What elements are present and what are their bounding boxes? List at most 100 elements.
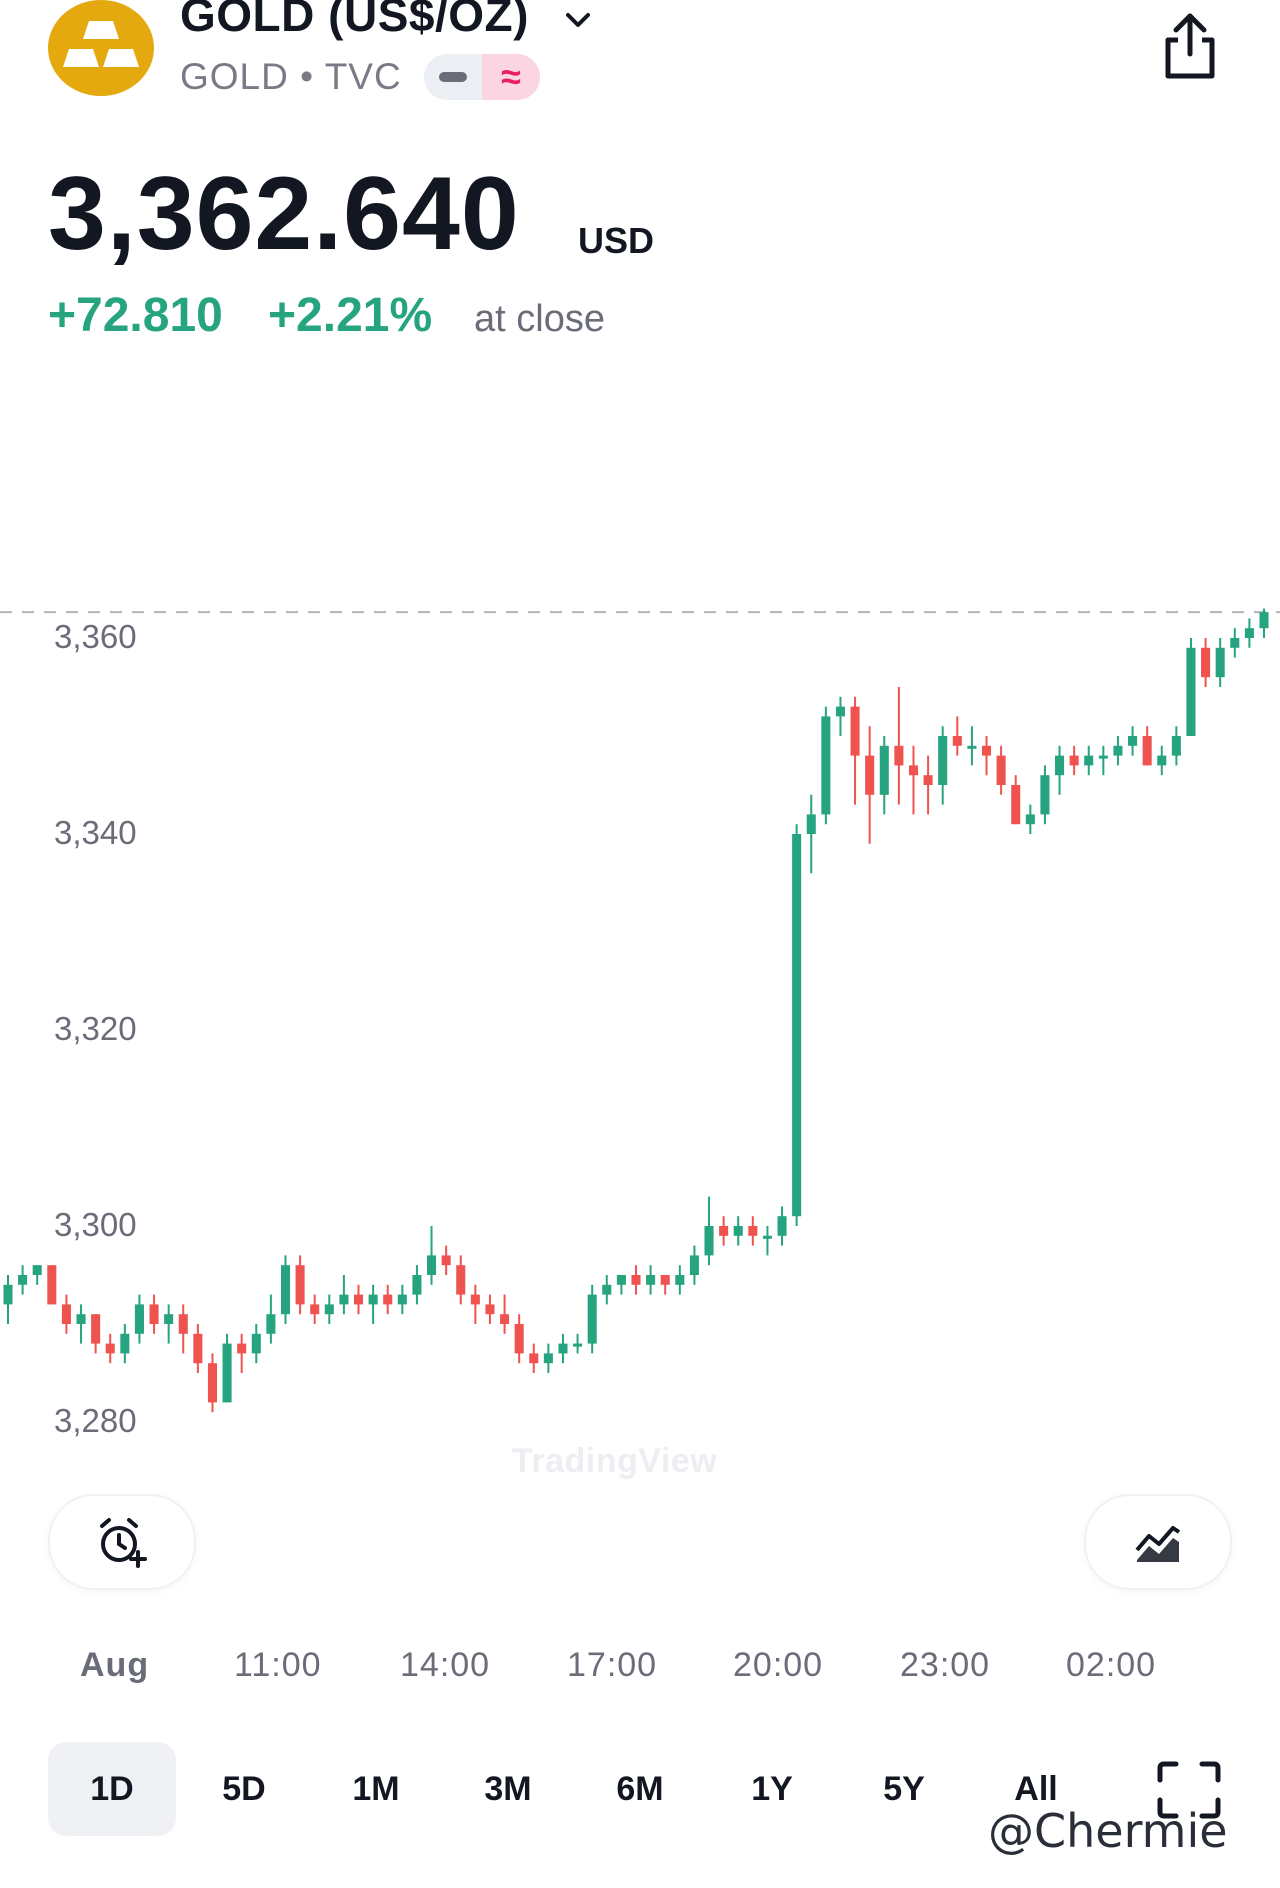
- range-1y-button[interactable]: 1Y: [751, 1769, 793, 1808]
- candle: [237, 1333, 247, 1373]
- candle-body: [1244, 628, 1254, 638]
- candle-body: [207, 1363, 217, 1403]
- x-tick-label: 11:00: [234, 1646, 322, 1684]
- candle-body: [368, 1294, 378, 1305]
- candle-body: [543, 1353, 553, 1364]
- candle: [689, 1245, 699, 1285]
- candle: [1040, 765, 1050, 825]
- range-5y-button[interactable]: 5Y: [883, 1769, 925, 1808]
- candle: [996, 745, 1006, 795]
- candle-body: [514, 1324, 524, 1354]
- candle-body: [61, 1304, 71, 1324]
- candle: [441, 1245, 451, 1275]
- candle: [222, 1333, 232, 1403]
- candle: [1244, 618, 1254, 648]
- fullscreen-icon[interactable]: [1156, 1760, 1222, 1820]
- candle-body: [164, 1314, 174, 1324]
- market-status-pill[interactable]: ≈: [424, 54, 540, 100]
- x-tick-label: 17:00: [567, 1646, 658, 1684]
- candle-body: [178, 1314, 188, 1334]
- candle-body: [3, 1284, 13, 1305]
- candle-body: [1040, 775, 1050, 815]
- candle-body: [821, 716, 831, 815]
- candle: [61, 1294, 71, 1334]
- candle: [704, 1196, 714, 1266]
- candle-body: [1069, 755, 1079, 766]
- candle: [339, 1275, 349, 1315]
- candle: [251, 1324, 261, 1364]
- delayed-data-icon: ≈: [482, 54, 540, 100]
- candle: [18, 1265, 28, 1295]
- candle-body: [324, 1304, 334, 1315]
- gold-bars-icon: [48, 0, 154, 96]
- candle: [879, 736, 889, 815]
- candle: [280, 1255, 291, 1324]
- candle: [835, 696, 845, 736]
- candle: [1215, 638, 1225, 687]
- candle: [456, 1255, 466, 1305]
- candle: [470, 1284, 480, 1324]
- candle: [762, 1226, 772, 1256]
- candle-body: [105, 1343, 115, 1354]
- candle-body: [1098, 755, 1108, 759]
- candle: [266, 1294, 276, 1344]
- candle-body: [441, 1255, 451, 1266]
- candle: [865, 726, 875, 844]
- candle-body: [1055, 755, 1065, 776]
- candle: [631, 1265, 641, 1295]
- range-3m-button[interactable]: 3M: [484, 1769, 532, 1808]
- candle-body: [660, 1275, 670, 1285]
- chart-style-icon: [1135, 1526, 1181, 1562]
- candle: [719, 1216, 729, 1246]
- add-alert-button[interactable]: [48, 1494, 196, 1590]
- candlestick-chart[interactable]: [0, 560, 1280, 1440]
- candle-body: [602, 1284, 612, 1295]
- candle-body: [500, 1314, 510, 1324]
- candle: [1259, 608, 1269, 638]
- candle: [923, 755, 933, 815]
- range-1m-button[interactable]: 1M: [352, 1769, 400, 1808]
- x-tick-label: 02:00: [1066, 1646, 1157, 1684]
- candle: [981, 736, 992, 776]
- candle-body: [806, 814, 816, 834]
- candle: [938, 726, 948, 805]
- symbol-title[interactable]: GOLD (US$/OZ): [180, 0, 529, 41]
- candle-body: [18, 1275, 28, 1285]
- share-icon[interactable]: [1160, 10, 1220, 82]
- candle-body: [792, 834, 802, 1217]
- candle: [529, 1343, 539, 1373]
- chart-style-button[interactable]: [1084, 1494, 1232, 1590]
- range-6m-button[interactable]: 6M: [616, 1769, 664, 1808]
- candle: [1069, 745, 1079, 776]
- candle: [675, 1265, 685, 1295]
- candle: [120, 1324, 130, 1364]
- candle: [543, 1343, 553, 1373]
- candle-body: [1011, 785, 1021, 825]
- candle-body: [1215, 647, 1225, 678]
- range-5d-button[interactable]: 5D: [222, 1769, 266, 1808]
- range-all-button[interactable]: All: [1014, 1769, 1058, 1808]
- candle: [821, 706, 831, 825]
- candle-body: [1259, 612, 1269, 629]
- range-1d-button[interactable]: 1D: [48, 1742, 176, 1836]
- candle: [485, 1294, 495, 1324]
- candle-body: [646, 1275, 656, 1285]
- y-tick-label: 3,320: [54, 1010, 137, 1047]
- tradingview-watermark: TradingView: [512, 1442, 718, 1480]
- candle-body: [573, 1343, 583, 1347]
- candle: [91, 1314, 101, 1354]
- candle: [368, 1284, 378, 1324]
- candle: [587, 1284, 597, 1354]
- candle-body: [1084, 755, 1094, 766]
- candle: [178, 1304, 188, 1354]
- candle: [908, 745, 919, 815]
- candle-body: [996, 755, 1006, 785]
- candle-body: [485, 1304, 495, 1315]
- chevron-down-icon[interactable]: [564, 6, 592, 34]
- candle: [427, 1226, 437, 1285]
- candle-body: [1186, 647, 1196, 736]
- candle-body: [719, 1226, 729, 1236]
- candle-body: [1201, 647, 1211, 678]
- exchange-label: GOLD • TVC: [180, 56, 402, 97]
- candle: [514, 1314, 524, 1364]
